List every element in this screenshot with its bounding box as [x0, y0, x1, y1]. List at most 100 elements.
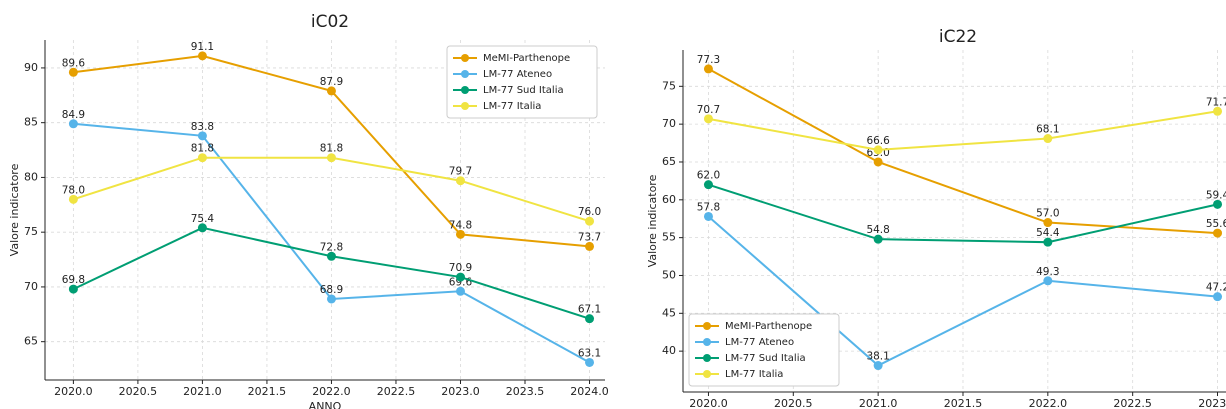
y-tick-label: 65	[24, 335, 38, 348]
data-label: 81.8	[191, 143, 214, 155]
data-point	[68, 284, 78, 294]
y-tick-label: 45	[662, 306, 676, 319]
data-point	[455, 272, 465, 282]
data-point	[585, 314, 595, 324]
data-label: 91.1	[191, 41, 214, 53]
data-point	[197, 51, 207, 61]
legend-box	[446, 45, 598, 119]
y-tick-label: 50	[662, 268, 676, 281]
data-label: 89.6	[62, 57, 86, 69]
x-tick-label: 2021.0	[183, 385, 222, 398]
data-point	[1213, 228, 1223, 238]
y-tick-label: 70	[662, 117, 676, 130]
legend-marker	[461, 70, 469, 78]
data-label: 70.7	[697, 104, 720, 116]
legend-marker	[461, 86, 469, 94]
data-label: 67.1	[578, 304, 601, 316]
x-tick-label: 2020.5	[119, 385, 158, 398]
data-point	[1043, 237, 1053, 247]
data-label: 63.1	[578, 347, 601, 359]
x-tick-label: 2021.5	[248, 385, 287, 398]
y-tick-label: 75	[24, 225, 38, 238]
x-tick-label: 2022.0	[1029, 397, 1068, 409]
legend-marker	[703, 322, 711, 330]
data-label: 76.0	[578, 206, 601, 218]
x-tick-label: 2022.0	[312, 385, 351, 398]
data-label: 75.4	[191, 213, 215, 225]
legend-label: LM-77 Italia	[483, 101, 541, 112]
data-label: 71.7	[1206, 96, 1226, 108]
legend-marker	[461, 102, 469, 110]
data-point	[455, 176, 465, 186]
series-line	[707, 215, 1218, 367]
data-point	[1213, 292, 1223, 302]
data-label: 87.9	[320, 76, 343, 88]
y-tick-label: 40	[662, 344, 676, 357]
y-axis-label: Valore indicatore	[646, 174, 659, 267]
data-point	[455, 286, 465, 296]
x-tick-label: 2024.0	[570, 385, 609, 398]
legend-label: LM-77 Ateneo	[725, 337, 794, 348]
data-point	[873, 145, 883, 155]
legend-marker	[703, 354, 711, 362]
y-tick-label: 90	[24, 61, 38, 74]
series-line	[708, 110, 1218, 151]
x-tick-label: 2020.5	[774, 397, 813, 409]
x-tick-label: 2023.0	[1198, 397, 1226, 409]
chart: iC02 2020.0 2020.5 2021.0 2021.5 2022.0 2022.5…	[8, 12, 609, 409]
data-label: 78.0	[62, 184, 85, 196]
data-label: 62.0	[697, 170, 720, 182]
data-point	[1043, 276, 1053, 286]
legend-box	[688, 313, 840, 387]
data-point	[68, 194, 78, 204]
data-label: 74.8	[449, 219, 472, 231]
data-label: 69.8	[62, 274, 85, 286]
chart: iC22 2020.0 2020.5 2021.0 2021.5 2022.0 2022.5…	[646, 27, 1226, 409]
data-point	[326, 153, 336, 163]
data-label: 38.1	[866, 351, 889, 363]
y-tick-label: 85	[24, 116, 38, 129]
data-label: 66.6	[866, 135, 890, 147]
data-label: 47.2	[1206, 282, 1226, 294]
data-label: 83.8	[191, 121, 214, 133]
y-tick-label: 75	[662, 79, 676, 92]
data-label: 57.8	[697, 201, 720, 213]
y-tick-label: 80	[24, 170, 38, 183]
series-line	[708, 183, 1218, 244]
x-tick-label: 2021.0	[859, 397, 898, 409]
data-label: 49.3	[1036, 266, 1059, 278]
data-point	[197, 223, 207, 233]
data-point	[326, 251, 336, 261]
y-tick-label: 55	[662, 231, 676, 244]
data-point	[703, 180, 713, 190]
data-point	[703, 114, 713, 124]
legend-label: LM-77 Ateneo	[483, 69, 552, 80]
data-point	[1043, 134, 1053, 144]
legend-marker	[703, 338, 711, 346]
data-point	[1213, 106, 1223, 116]
data-point	[455, 229, 465, 239]
data-label: 59.4	[1206, 189, 1226, 201]
data-point	[585, 216, 595, 226]
legend-label: LM-77 Sud Italia	[483, 85, 564, 96]
data-point	[873, 157, 883, 167]
data-point	[326, 294, 336, 304]
legend-label: MeMI-Parthenope	[725, 321, 812, 332]
data-label: 54.4	[1036, 227, 1060, 239]
x-tick-label: 2022.5	[377, 385, 416, 398]
data-label: 70.9	[449, 262, 472, 274]
data-point	[68, 119, 78, 129]
data-point	[873, 361, 883, 371]
x-tick-label: 2020.0	[54, 385, 93, 398]
series-line	[707, 68, 1218, 235]
chart-title: iC02	[311, 12, 349, 32]
legend-marker	[703, 370, 711, 378]
data-point	[585, 241, 595, 251]
data-label: 54.8	[866, 224, 889, 236]
data-label: 73.7	[578, 231, 601, 243]
legend-label: MeMI-Parthenope	[483, 53, 570, 64]
data-point	[703, 64, 713, 74]
data-point	[197, 153, 207, 163]
